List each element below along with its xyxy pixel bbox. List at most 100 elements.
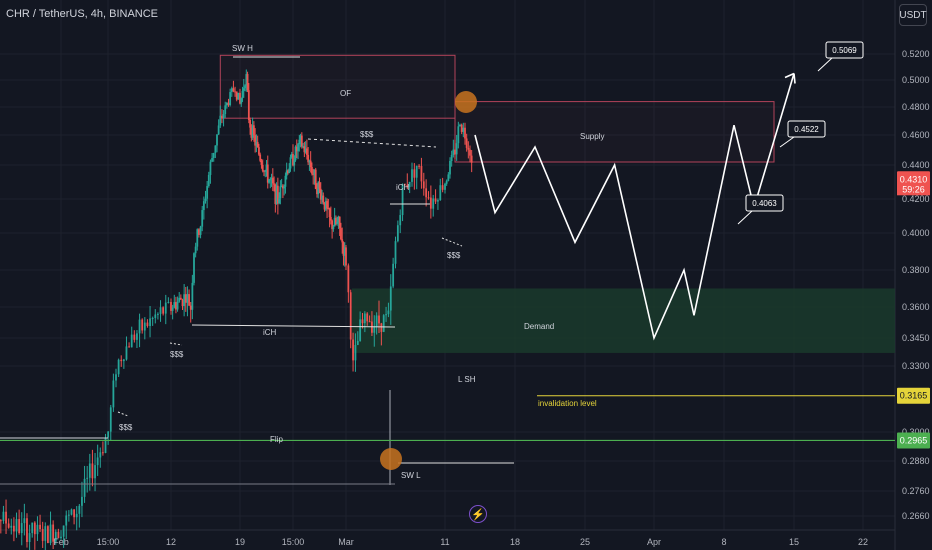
candle-body xyxy=(33,522,36,535)
candle-body xyxy=(283,186,286,189)
candle-body xyxy=(445,180,448,184)
price-tick: 0.3450 xyxy=(902,333,930,343)
candle-body xyxy=(184,294,187,303)
candle-body xyxy=(285,170,288,176)
candle-body xyxy=(422,181,425,189)
candle-body xyxy=(327,208,330,210)
candle-body xyxy=(138,319,141,334)
lightning-icon[interactable]: ⚡ xyxy=(469,505,487,523)
candle-body xyxy=(396,225,399,242)
candle-body xyxy=(83,478,86,497)
price-tick: 0.4000 xyxy=(902,228,930,238)
swing-low-circle xyxy=(380,448,402,470)
candle-body xyxy=(175,302,177,310)
candle-body xyxy=(298,139,301,145)
candle-body xyxy=(345,247,347,266)
candle-body xyxy=(109,407,112,432)
candle-body xyxy=(432,198,435,209)
candle-body xyxy=(186,294,189,303)
candle-body xyxy=(352,339,354,361)
candle-body xyxy=(429,197,432,209)
candle-body xyxy=(189,305,192,310)
candle-body xyxy=(0,520,2,522)
candle-body xyxy=(401,184,404,216)
candle-body xyxy=(274,184,277,204)
label-liquidity-low: $$$ xyxy=(119,423,133,432)
candle-body xyxy=(321,195,323,200)
candle-body xyxy=(336,221,339,224)
price-tick: 0.2880 xyxy=(902,456,930,466)
candle-body xyxy=(276,185,279,204)
candle-body xyxy=(136,333,138,340)
candle-body xyxy=(373,327,376,333)
candle-body xyxy=(235,91,238,100)
candle-body xyxy=(462,127,465,132)
candle-body xyxy=(299,135,302,140)
candle-body xyxy=(394,241,397,264)
candle-body xyxy=(217,125,220,135)
candle-body xyxy=(120,359,123,362)
candle-body xyxy=(88,463,91,478)
candle-body xyxy=(264,170,267,172)
candle-body xyxy=(99,452,102,458)
candle-body xyxy=(341,239,344,243)
candle-body xyxy=(170,301,172,311)
target-pointer xyxy=(817,57,833,72)
label-l-sh: L SH xyxy=(458,375,476,384)
order-block-circle xyxy=(455,91,477,113)
label-ich-left: iCH xyxy=(263,328,277,337)
candle-body xyxy=(279,186,282,199)
candle-body xyxy=(322,195,325,203)
candle-body xyxy=(70,509,73,515)
grid-lines xyxy=(0,0,895,530)
candle-body xyxy=(290,154,293,158)
time-tick: 19 xyxy=(235,537,245,547)
candle-body xyxy=(143,322,146,331)
candle-body xyxy=(316,188,318,195)
candle-body xyxy=(356,340,359,345)
candle-body xyxy=(78,505,81,514)
candle-body xyxy=(452,149,455,155)
candle-body xyxy=(392,263,395,287)
candle-body xyxy=(444,183,446,190)
currency-button[interactable]: USDT xyxy=(899,4,927,26)
candle-body xyxy=(164,302,167,314)
candle-body xyxy=(31,522,34,534)
candle-body xyxy=(349,292,352,340)
candle-body xyxy=(413,169,416,178)
candle-body xyxy=(209,161,212,175)
candle-body xyxy=(26,518,28,543)
label-sw-h: SW H xyxy=(232,44,253,53)
price-tick: 0.2660 xyxy=(902,511,930,521)
candle-body xyxy=(222,114,225,119)
candle-body xyxy=(441,185,444,190)
candle-body xyxy=(206,186,209,199)
symbol-title: CHR / TetherUS, 4h, BINANCE xyxy=(6,8,159,20)
price-tick: 0.2760 xyxy=(902,486,930,496)
candle-body xyxy=(102,452,104,454)
candle-body xyxy=(229,92,232,106)
candle-body xyxy=(266,164,269,183)
candle-body xyxy=(52,524,55,542)
label-invalidation: invalidation level xyxy=(538,399,597,408)
target-label: 0.4522 xyxy=(794,125,819,134)
candle-body xyxy=(41,529,44,541)
time-tick: 15:00 xyxy=(282,537,305,547)
candle-body xyxy=(342,242,345,256)
candle-body xyxy=(313,169,316,175)
candle-body xyxy=(225,102,228,106)
candle-body xyxy=(162,307,165,314)
candle-body xyxy=(459,124,461,127)
label-ich-top: iCH xyxy=(396,183,410,192)
candle-body xyxy=(149,318,151,327)
candle-body xyxy=(318,182,321,189)
candle-body xyxy=(86,477,89,479)
price-tick: 0.4400 xyxy=(902,160,930,170)
candle-body xyxy=(415,165,418,178)
candle-body xyxy=(273,183,275,185)
candle-body xyxy=(449,160,451,175)
candle-body xyxy=(269,179,272,181)
candle-body xyxy=(331,220,334,230)
